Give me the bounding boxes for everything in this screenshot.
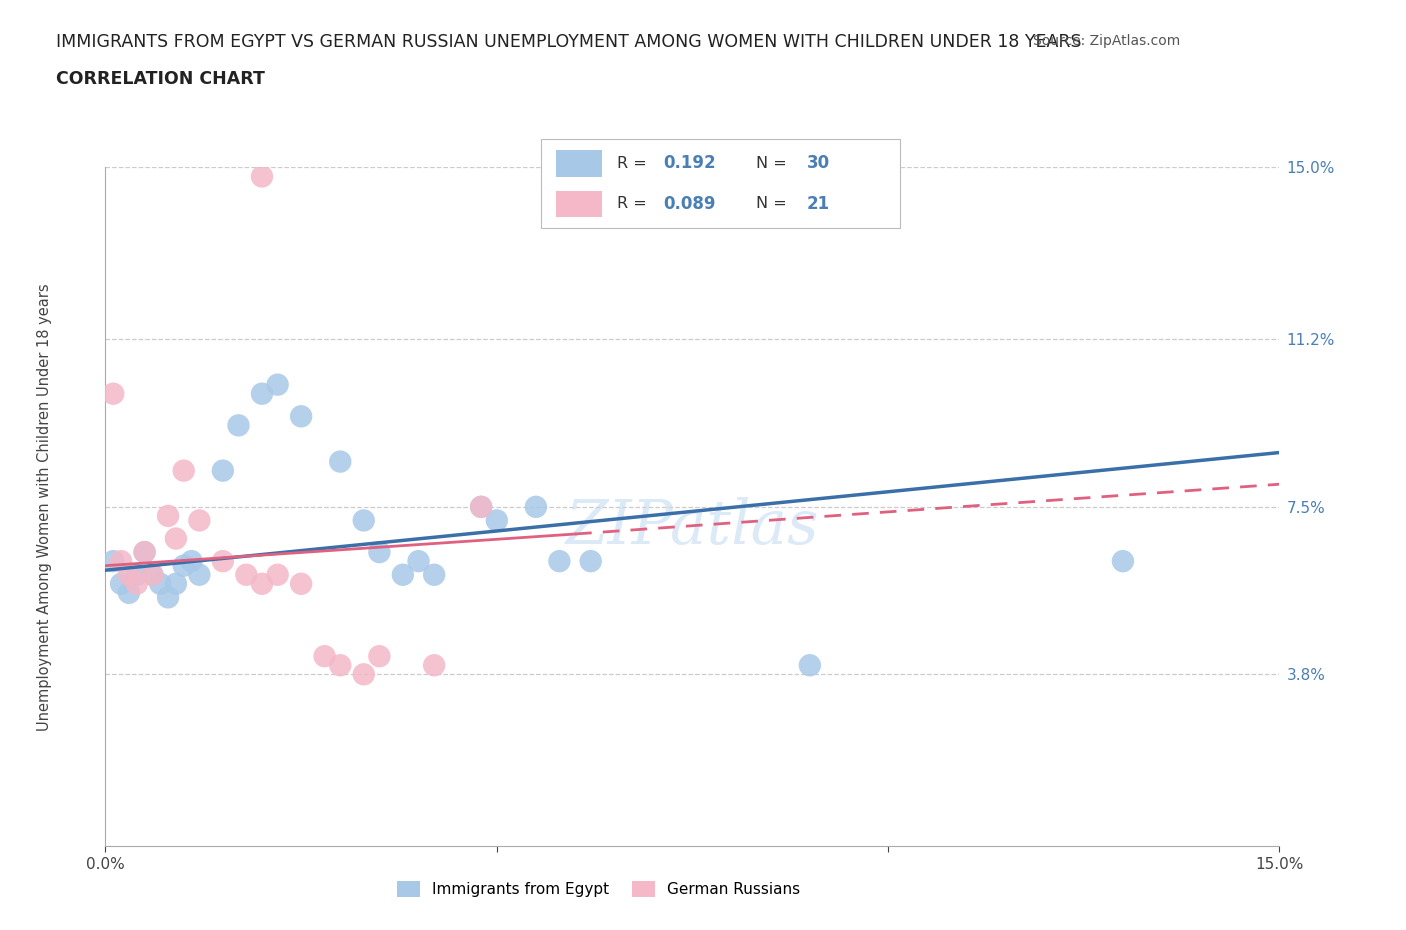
Point [290,577,312,591]
FancyBboxPatch shape [555,191,602,218]
Text: N =: N = [756,196,793,211]
Point [211,553,233,568]
Point [423,567,446,582]
Text: Unemployment Among Women with Children Under 18 years: Unemployment Among Women with Children U… [37,283,52,731]
Point [392,567,415,582]
Text: IMMIGRANTS FROM EGYPT VS GERMAN RUSSIAN UNEMPLOYMENT AMONG WOMEN WITH CHILDREN U: IMMIGRANTS FROM EGYPT VS GERMAN RUSSIAN … [56,33,1081,50]
Point [290,409,312,424]
Point [157,590,180,604]
Text: 0.192: 0.192 [664,154,716,172]
FancyBboxPatch shape [541,140,900,228]
Point [118,567,141,582]
Text: 30: 30 [807,154,830,172]
Point [368,649,391,664]
Point [250,169,273,184]
Point [134,545,156,560]
Point [118,585,141,600]
Point [134,545,156,560]
Point [314,649,336,664]
Text: ZIPatlas: ZIPatlas [565,498,820,557]
Point [548,553,571,568]
Point [125,577,148,591]
Text: CORRELATION CHART: CORRELATION CHART [56,70,266,87]
Text: R =: R = [617,156,651,171]
Point [110,553,132,568]
Point [149,577,172,591]
Point [423,658,446,672]
Point [235,567,257,582]
Legend: Immigrants from Egypt, German Russians: Immigrants from Egypt, German Russians [391,875,807,903]
Point [211,463,233,478]
Point [125,567,148,582]
Point [266,378,288,392]
Point [173,463,195,478]
Point [485,513,508,528]
Text: 21: 21 [807,195,830,213]
Point [579,553,602,568]
Point [103,386,125,401]
Text: Source: ZipAtlas.com: Source: ZipAtlas.com [1033,34,1181,48]
Text: R =: R = [617,196,651,211]
Point [103,553,125,568]
Point [353,667,375,682]
Point [165,531,187,546]
Point [250,577,273,591]
Point [368,545,391,560]
Point [329,658,352,672]
Point [250,386,273,401]
FancyBboxPatch shape [555,150,602,177]
Text: N =: N = [756,156,793,171]
Point [228,418,250,432]
Text: 0.089: 0.089 [664,195,716,213]
Point [188,567,211,582]
Point [141,567,163,582]
Point [329,454,352,469]
Point [188,513,211,528]
Point [157,509,180,524]
Point [524,499,547,514]
Point [266,567,288,582]
Point [408,553,430,568]
Point [470,499,492,514]
Point [470,499,492,514]
Point [1112,553,1135,568]
Point [353,513,375,528]
Point [165,577,187,591]
Point [799,658,821,672]
Point [141,567,163,582]
Point [173,558,195,573]
Point [180,553,202,568]
Point [110,577,132,591]
